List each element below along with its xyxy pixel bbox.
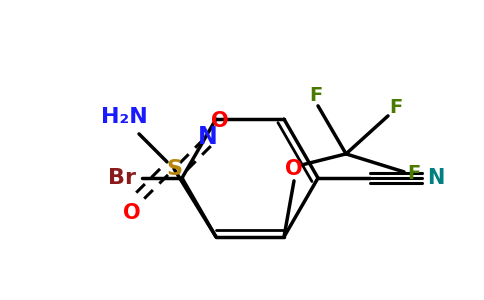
Text: O: O — [285, 159, 303, 179]
Text: N: N — [427, 168, 445, 188]
Text: F: F — [408, 164, 421, 183]
Text: N: N — [198, 125, 218, 149]
Text: S: S — [166, 159, 182, 179]
Text: Br: Br — [108, 168, 136, 188]
Text: F: F — [309, 86, 323, 105]
Text: O: O — [123, 203, 141, 223]
Text: F: F — [389, 98, 403, 117]
Text: O: O — [211, 111, 229, 131]
Text: H₂N: H₂N — [101, 107, 147, 127]
